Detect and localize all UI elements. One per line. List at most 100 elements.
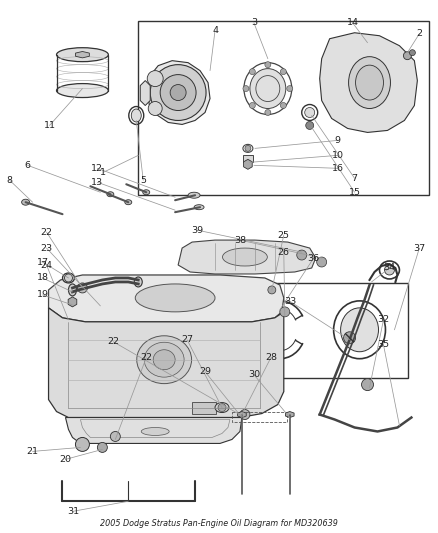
Polygon shape bbox=[320, 33, 417, 132]
Circle shape bbox=[97, 442, 107, 453]
Polygon shape bbox=[49, 308, 284, 417]
Text: 4: 4 bbox=[212, 26, 218, 35]
Circle shape bbox=[410, 50, 415, 55]
Polygon shape bbox=[75, 52, 89, 58]
Polygon shape bbox=[178, 240, 316, 274]
Text: 31: 31 bbox=[67, 507, 80, 516]
Ellipse shape bbox=[153, 350, 175, 370]
Circle shape bbox=[75, 438, 89, 451]
Polygon shape bbox=[148, 61, 210, 124]
Text: 8: 8 bbox=[7, 176, 13, 185]
Text: 26: 26 bbox=[278, 247, 290, 256]
Ellipse shape bbox=[131, 109, 141, 122]
Polygon shape bbox=[49, 275, 284, 322]
Text: 37: 37 bbox=[413, 244, 425, 253]
Text: 22: 22 bbox=[140, 353, 152, 362]
Text: 22: 22 bbox=[41, 228, 53, 237]
Circle shape bbox=[147, 71, 163, 86]
Ellipse shape bbox=[107, 192, 114, 197]
Ellipse shape bbox=[341, 308, 378, 352]
Circle shape bbox=[361, 378, 374, 391]
Circle shape bbox=[249, 69, 255, 75]
Ellipse shape bbox=[57, 47, 108, 62]
Text: 35: 35 bbox=[378, 340, 389, 349]
Text: 14: 14 bbox=[346, 18, 359, 27]
Circle shape bbox=[280, 102, 286, 109]
Ellipse shape bbox=[57, 84, 108, 98]
Text: 38: 38 bbox=[234, 236, 246, 245]
Ellipse shape bbox=[194, 205, 204, 209]
Ellipse shape bbox=[250, 69, 286, 109]
Circle shape bbox=[306, 122, 314, 130]
Circle shape bbox=[317, 257, 327, 267]
Polygon shape bbox=[237, 411, 246, 417]
Bar bbox=[232, 411, 287, 422]
Polygon shape bbox=[140, 80, 150, 106]
Text: 15: 15 bbox=[349, 188, 360, 197]
Text: 1: 1 bbox=[100, 168, 106, 177]
Circle shape bbox=[150, 64, 206, 120]
Polygon shape bbox=[286, 411, 294, 417]
Ellipse shape bbox=[137, 336, 191, 384]
Text: 30: 30 bbox=[248, 370, 260, 379]
Text: 20: 20 bbox=[60, 455, 71, 464]
Ellipse shape bbox=[188, 192, 200, 198]
Ellipse shape bbox=[349, 56, 390, 109]
Circle shape bbox=[265, 62, 271, 68]
Circle shape bbox=[305, 108, 314, 117]
Text: 29: 29 bbox=[199, 367, 211, 376]
Text: 39: 39 bbox=[191, 225, 203, 235]
Text: 2005 Dodge Stratus Pan-Engine Oil Diagram for MD320639: 2005 Dodge Stratus Pan-Engine Oil Diagra… bbox=[100, 519, 338, 528]
Text: 11: 11 bbox=[43, 121, 56, 130]
Circle shape bbox=[287, 86, 293, 92]
Text: 25: 25 bbox=[278, 231, 290, 240]
Text: 36: 36 bbox=[307, 254, 320, 263]
Circle shape bbox=[403, 52, 411, 60]
Text: 28: 28 bbox=[265, 353, 277, 362]
Text: 21: 21 bbox=[27, 447, 39, 456]
Bar bbox=[138, 21, 429, 195]
Polygon shape bbox=[68, 297, 77, 307]
Circle shape bbox=[148, 101, 162, 116]
Circle shape bbox=[265, 109, 271, 116]
Circle shape bbox=[249, 102, 255, 109]
Bar bbox=[192, 401, 216, 414]
Text: 2: 2 bbox=[417, 29, 422, 38]
Ellipse shape bbox=[135, 284, 215, 312]
Text: 10: 10 bbox=[332, 151, 344, 160]
Bar bbox=[234, 283, 408, 378]
Text: 5: 5 bbox=[140, 176, 146, 185]
Text: 13: 13 bbox=[92, 178, 103, 187]
Ellipse shape bbox=[21, 199, 30, 205]
Circle shape bbox=[280, 69, 286, 75]
Text: 22: 22 bbox=[107, 337, 119, 346]
Text: 7: 7 bbox=[352, 174, 357, 183]
Ellipse shape bbox=[134, 277, 142, 287]
Text: 32: 32 bbox=[378, 316, 389, 324]
Text: 16: 16 bbox=[332, 164, 344, 173]
Circle shape bbox=[170, 85, 186, 101]
Ellipse shape bbox=[63, 273, 74, 283]
Ellipse shape bbox=[215, 402, 229, 413]
Circle shape bbox=[280, 307, 290, 317]
Ellipse shape bbox=[125, 200, 132, 205]
Bar bbox=[243, 155, 253, 163]
Circle shape bbox=[343, 332, 356, 344]
Text: 23: 23 bbox=[40, 244, 53, 253]
Ellipse shape bbox=[141, 427, 169, 435]
Polygon shape bbox=[66, 417, 242, 443]
Text: 18: 18 bbox=[36, 273, 49, 282]
Ellipse shape bbox=[356, 65, 384, 100]
Circle shape bbox=[243, 86, 249, 92]
Circle shape bbox=[218, 403, 226, 411]
Ellipse shape bbox=[68, 284, 77, 296]
Circle shape bbox=[160, 75, 196, 110]
Ellipse shape bbox=[223, 248, 267, 266]
Text: 17: 17 bbox=[36, 257, 49, 266]
Circle shape bbox=[110, 432, 120, 441]
Text: 3: 3 bbox=[251, 18, 257, 27]
Text: 9: 9 bbox=[335, 136, 341, 145]
Text: 6: 6 bbox=[25, 161, 31, 170]
Text: 33: 33 bbox=[285, 297, 297, 306]
Circle shape bbox=[385, 265, 395, 275]
